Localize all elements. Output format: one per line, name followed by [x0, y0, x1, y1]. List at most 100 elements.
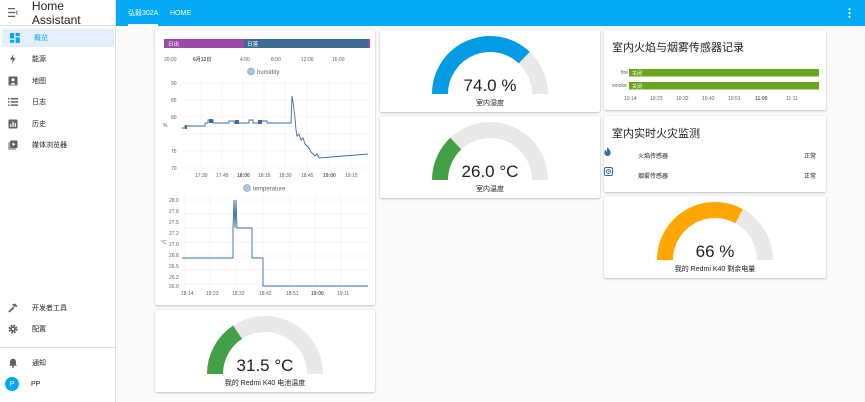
- x-tick: 19:00: [323, 173, 336, 179]
- sun-bar-below-tail: [368, 39, 370, 48]
- x-tick: 11:00: [755, 96, 768, 102]
- x-tick: 17:45: [216, 173, 229, 179]
- humidity-grid: [182, 80, 368, 169]
- tab-room[interactable]: 弘毅302A: [128, 0, 159, 26]
- sidebar-item-label: 日志: [32, 99, 46, 106]
- timeline-bar-state: 关闭: [632, 83, 642, 90]
- x-tick: 18:32: [232, 291, 245, 297]
- x-tick: 10:23: [650, 96, 663, 102]
- entity-name: 烟雾传感器: [638, 173, 669, 180]
- gauge-card-battery-temp[interactable]: 31.5 °C 我的 Redmi K40 电池温度: [155, 310, 375, 392]
- humidity-line[interactable]: [182, 95, 369, 159]
- x-tick: 10:32: [676, 96, 689, 102]
- gauge-fill: [432, 36, 530, 95]
- history-graph-card: 日出 日落 20:00 6月12日 4:00 8:00 12:00 16:00 …: [155, 30, 375, 305]
- gauge-card-battery[interactable]: 66 % 我的 Redmi K40 剩余电量: [604, 196, 826, 278]
- sidebar-item-label: 概览: [34, 35, 48, 42]
- gauge-value: 66 %: [695, 242, 735, 261]
- sidebar-item-label: 媒体浏览器: [32, 142, 67, 149]
- sidebar-item-history[interactable]: 历史: [0, 115, 112, 133]
- sidebar-item-label: 配置: [32, 326, 46, 333]
- x-tick: 10:42: [702, 96, 715, 102]
- card-title: 室内实时火灾监测: [612, 128, 700, 140]
- gauge-svg: [432, 36, 548, 95]
- user-name: PP: [31, 380, 41, 388]
- x-tick: 19:11: [337, 291, 349, 297]
- tab-home[interactable]: HOME: [170, 9, 191, 17]
- timeline-label: fire: [621, 70, 628, 76]
- sidebar-item-energy[interactable]: 能源: [0, 50, 112, 68]
- temperature-line[interactable]: [182, 199, 368, 287]
- x-tick: 11:11: [786, 96, 798, 102]
- x-tick: 10:14: [624, 96, 637, 102]
- sidebar-item-profile[interactable]: P PP: [0, 375, 112, 393]
- gauge-value: 74.0 %: [463, 76, 517, 95]
- y-tick: 75: [171, 149, 177, 155]
- x-tick: 18:30: [279, 173, 292, 179]
- sun-bar-below-label: 日出: [168, 40, 179, 48]
- sidebar-item-overview[interactable]: 概览: [2, 29, 114, 47]
- x-tick: 18:42: [259, 291, 272, 297]
- more-options-icon[interactable]: [848, 8, 851, 20]
- gauge-fill: [657, 202, 743, 261]
- sun-bar-below[interactable]: [164, 39, 244, 48]
- temperature-grid: [182, 195, 368, 286]
- y-tick: 27.8: [169, 209, 179, 215]
- sun-bar-above[interactable]: [244, 39, 368, 48]
- entity-row-flame[interactable]: 火焰传感器 正常: [604, 147, 826, 163]
- timeline-bar-smoke[interactable]: [629, 82, 819, 90]
- y-tick: 27.0: [169, 242, 179, 248]
- entity-name: 火焰传感器: [638, 153, 669, 160]
- sidebar-item-map[interactable]: 地图: [0, 72, 112, 90]
- x-tick: 17:30: [195, 173, 208, 179]
- humidity-y-unit: %: [163, 123, 168, 129]
- humidity-legend-marker[interactable]: [247, 67, 255, 76]
- sun-x-ticks: 20:00 6月12日 4:00 8:00 12:00 16:00: [164, 56, 345, 63]
- humidity-legend-label: humidity: [257, 70, 279, 76]
- sidebar-item-developer-tools[interactable]: 开发者工具: [0, 299, 112, 317]
- sidebar-header: Home Assistant: [0, 0, 115, 27]
- gauge-card-temperature[interactable]: 26.0 °C 室内温度: [380, 116, 600, 198]
- humidity-point: [209, 119, 213, 123]
- x-tick: 8:00: [271, 57, 281, 63]
- x-tick: 18:45: [301, 173, 314, 179]
- sidebar-item-label: 通知: [32, 360, 46, 367]
- y-tick: 26.0: [169, 284, 179, 290]
- humidity-point: [235, 120, 239, 124]
- entity-state: 正常: [803, 173, 816, 180]
- gauge-name: 室内湿度: [476, 100, 504, 107]
- x-tick: 18:51: [286, 291, 299, 297]
- list-icon: [7, 97, 18, 108]
- x-tick: 18:15: [258, 173, 271, 179]
- gauge-name: 我的 Redmi K40 剩余电量: [674, 266, 756, 273]
- sidebar-item-media[interactable]: 媒体浏览器: [0, 136, 112, 154]
- gauge-name: 室内温度: [476, 186, 504, 193]
- timeline-bar-fire[interactable]: [629, 69, 819, 77]
- y-tick: 85: [171, 98, 177, 104]
- y-tick: 70: [171, 166, 177, 172]
- humidity-point: [258, 120, 262, 124]
- temperature-y-ticks: 28.0 27.8 27.5 27.2 27.0 26.8 26.5 26.2 …: [169, 198, 179, 290]
- bell-icon: [7, 358, 18, 369]
- sidebar: Home Assistant 概览 能源 地图 日志 历史 媒体浏览器 开发者工…: [0, 0, 116, 402]
- x-tick: 10:51: [728, 96, 741, 102]
- entity-row-smoke[interactable]: 烟雾传感器 正常: [604, 167, 826, 183]
- temperature-y-unit: °C: [161, 240, 167, 246]
- x-tick: 12:00: [301, 57, 314, 63]
- sidebar-item-logbook[interactable]: 日志: [0, 93, 112, 111]
- temperature-x-ticks: 18:14 18:23 18:32 18:42 18:51 19:00 19:1…: [181, 291, 349, 297]
- sidebar-item-notifications[interactable]: 通知: [0, 354, 112, 372]
- sidebar-item-label: 地图: [32, 78, 46, 85]
- card-title: 室内火焰与烟雾传感器记录: [612, 42, 744, 54]
- temperature-legend-marker[interactable]: [243, 184, 251, 192]
- lightning-icon: [7, 54, 18, 65]
- history-graph-svg: 日出 日落 20:00 6月12日 4:00 8:00 12:00 16:00 …: [161, 39, 370, 297]
- menu-toggle-icon[interactable]: [0, 0, 26, 26]
- y-tick: 80: [171, 115, 177, 121]
- x-tick: 18:23: [206, 291, 219, 297]
- y-tick: 90: [171, 81, 177, 87]
- x-tick: 6月12日: [193, 56, 211, 63]
- sidebar-item-settings[interactable]: 配置: [0, 320, 112, 338]
- x-tick: 18:14: [181, 291, 194, 297]
- gauge-card-humidity[interactable]: 74.0 % 室内湿度: [380, 30, 600, 112]
